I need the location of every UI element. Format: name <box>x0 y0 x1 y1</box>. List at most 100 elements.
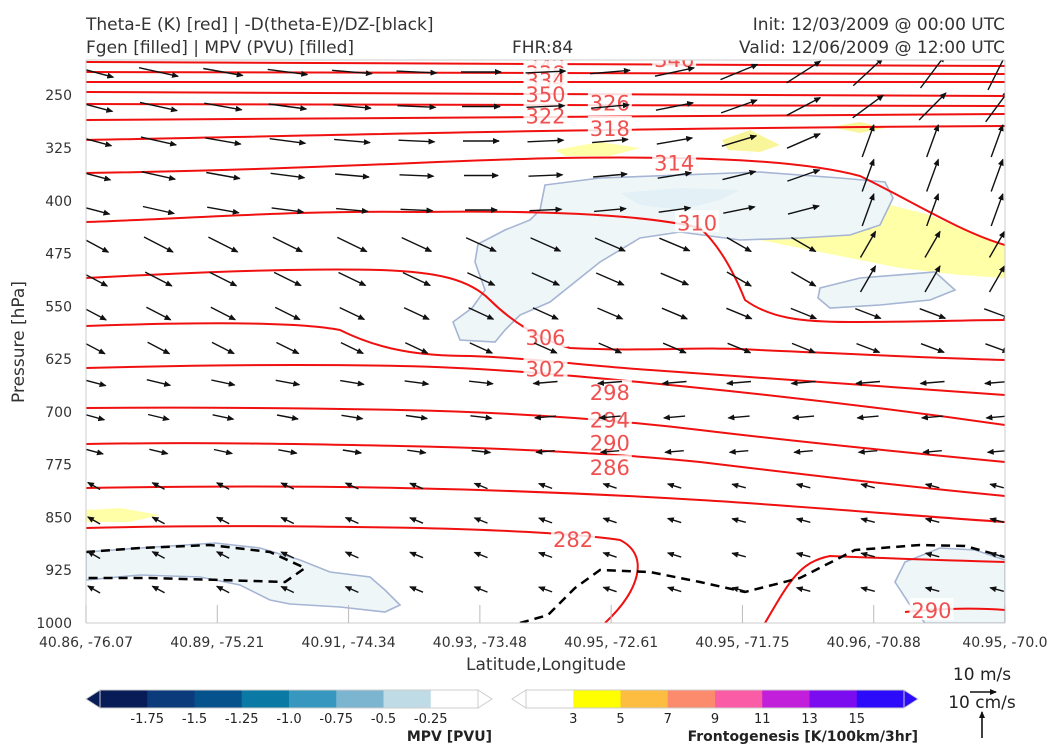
wind-vector-arrow <box>471 448 492 455</box>
wind-vector-arrow <box>335 173 370 180</box>
wind-vector-arrow <box>209 271 238 287</box>
wind-vector-arrow <box>532 307 559 320</box>
wind-vector-arrow <box>594 237 626 252</box>
theta-e-label-bg <box>652 150 697 173</box>
wind-vector-arrow <box>731 482 746 489</box>
colorbar-swatch <box>430 690 479 708</box>
title-line-1: Theta-E (K) [red] | -D(theta-E)/DZ-[blac… <box>85 15 434 35</box>
wind-vector-arrow <box>151 551 165 559</box>
wind-vector-arrow <box>528 172 564 179</box>
colorbar-swatch <box>762 690 810 708</box>
wind-vector-arrow <box>86 342 106 355</box>
wind-vector-arrow <box>658 205 692 213</box>
colorbar-tick-label: 7 <box>664 712 672 727</box>
x-tick-labels: 40.86, -76.07 40.89, -75.21 40.91, -74.34 4… <box>39 605 1048 651</box>
y-tick-labels: 250 325 400 475 550 625 700 775 850 925 1000 <box>36 88 72 632</box>
colorbar-tick-label: 15 <box>848 712 865 727</box>
wind-vector-arrow <box>270 172 306 180</box>
wind-vector-arrow <box>790 307 818 320</box>
wind-vector-arrow <box>403 307 430 320</box>
wind-vector-arrow <box>924 586 940 593</box>
wind-vector-arrow <box>920 414 944 421</box>
wind-vector-arrow <box>215 585 230 594</box>
wind-vector-arrow <box>727 414 750 421</box>
colorbar-tick-label: 11 <box>754 712 771 727</box>
wind-vector-arrow <box>537 586 553 593</box>
wind-vector-arrow <box>984 380 1005 386</box>
wind-vector-arrow <box>87 516 101 525</box>
colorbar-extend-high <box>477 689 493 709</box>
y-tick-label: 1000 <box>36 616 72 632</box>
theta-e-contour-label: 286 <box>590 456 630 480</box>
wind-vector-arrow <box>274 306 301 321</box>
wind-vector-arrow <box>205 137 242 147</box>
wind-vector-arrow <box>213 448 234 456</box>
wind-vector-arrow <box>86 414 106 422</box>
y-tick-label: 550 <box>45 299 72 315</box>
wind-vector-arrow <box>276 341 300 355</box>
wind-vector-arrow <box>208 236 239 253</box>
wind-vector-arrow <box>861 124 875 158</box>
wind-vector-arrow <box>919 380 945 386</box>
wind-vector-arrow <box>795 482 811 489</box>
wind-vector-arrow <box>666 482 682 489</box>
wind-vector-arrow <box>594 206 627 213</box>
wind-vector-arrow <box>786 133 821 149</box>
y-tick-label: 850 <box>45 510 72 526</box>
wind-vector-arrow <box>400 207 434 214</box>
wind-vector-arrow <box>280 585 295 594</box>
wind-vector-arrow <box>599 448 620 455</box>
wind-vector-arrow <box>860 482 875 489</box>
wind-vector-arrow <box>731 551 746 558</box>
wind-vector-arrow <box>273 271 302 287</box>
wind-vector-arrow <box>662 414 686 421</box>
wind-vector-arrow <box>338 271 367 287</box>
wind-vector-arrow <box>339 306 366 321</box>
wind-vector-arrow <box>791 414 815 421</box>
wind-vector-arrow <box>593 171 628 178</box>
wind-vector-arrow <box>988 265 1005 293</box>
wind-vector-arrow <box>654 66 696 77</box>
wind-vector-arrow <box>142 205 176 216</box>
colorbar-swatch <box>667 690 716 708</box>
wind-vector-arrow <box>983 308 1005 319</box>
colorbar-tick-label: -0.5 <box>371 712 396 727</box>
wind-vector-arrow <box>537 517 553 524</box>
wind-vector-arrow <box>151 482 165 490</box>
wind-vector-arrow <box>525 68 567 75</box>
wind-vector-arrow <box>592 136 629 144</box>
wind-vector-arrow <box>924 482 940 489</box>
wind-vector-arrow <box>86 103 114 113</box>
wind-vector-arrow <box>204 102 243 112</box>
wind-vector-arrow <box>211 379 236 387</box>
wind-vector-arrow <box>342 449 363 455</box>
wind-vector-arrow <box>86 172 112 182</box>
wind-vector-arrow <box>215 482 230 490</box>
wind-vector-arrow <box>334 138 371 146</box>
colorbar-frame <box>99 689 479 709</box>
theta-e-label-bg <box>523 356 568 379</box>
wind-vector-arrow <box>397 104 437 111</box>
colorbar-tick-label: -0.25 <box>414 712 448 727</box>
wind-vector-arrow <box>727 342 752 354</box>
wind-vector-arrow <box>919 308 947 320</box>
wind-vector-arrow <box>147 413 170 422</box>
wind-vector-arrow <box>661 380 687 386</box>
wind-vector-arrow <box>206 171 241 181</box>
wind-vector-arrow <box>215 551 230 559</box>
wind-vector-arrow <box>399 172 435 179</box>
wind-vector-arrow <box>336 236 368 253</box>
wind-vector-arrow <box>726 271 752 287</box>
wind-vector-field <box>86 60 1005 594</box>
wind-vector-arrow <box>666 551 682 558</box>
wind-vector-arrow <box>726 380 752 386</box>
wind-vector-arrow <box>726 236 752 253</box>
wind-vector-arrow <box>280 551 295 559</box>
wind-vector-arrow <box>340 341 364 355</box>
wind-vector-arrow <box>860 551 875 558</box>
wind-vector-arrow <box>726 307 753 320</box>
wind-vector-arrow <box>989 517 1004 524</box>
theta-e-label-bg <box>652 60 697 69</box>
wind-vector-arrow <box>344 585 359 594</box>
